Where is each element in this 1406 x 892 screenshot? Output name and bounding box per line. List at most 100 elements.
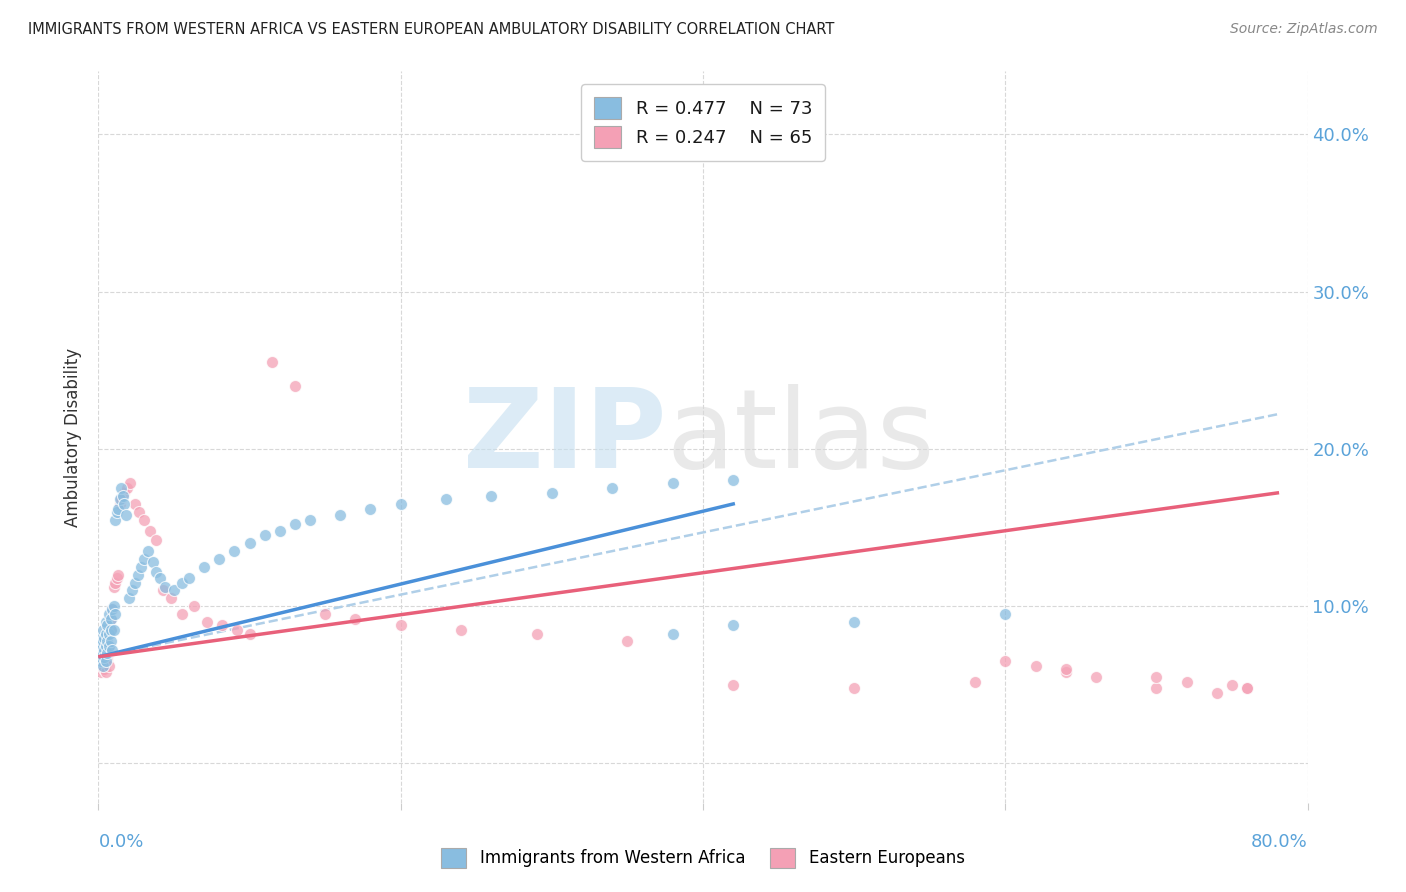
Point	[269, 524, 291, 538]
Point	[89, 649, 111, 664]
Text: atlas: atlas	[666, 384, 935, 491]
Point	[208, 552, 231, 566]
Point	[844, 681, 866, 695]
Point	[98, 639, 121, 653]
Point	[723, 618, 745, 632]
Point	[481, 489, 503, 503]
Point	[132, 513, 155, 527]
Point	[93, 662, 115, 676]
Point	[101, 602, 124, 616]
Point	[120, 476, 142, 491]
Point	[127, 567, 149, 582]
Point	[112, 497, 135, 511]
Point	[94, 643, 117, 657]
Point	[239, 536, 262, 550]
Point	[195, 615, 218, 629]
Point	[163, 583, 186, 598]
Point	[142, 555, 165, 569]
Point	[91, 623, 114, 637]
Point	[91, 643, 114, 657]
Point	[96, 646, 118, 660]
Point	[129, 559, 152, 574]
Point	[91, 659, 114, 673]
Point	[96, 649, 118, 664]
Point	[98, 627, 121, 641]
Point	[108, 497, 131, 511]
Point	[104, 575, 127, 590]
Point	[160, 591, 183, 606]
Point	[1024, 659, 1046, 673]
Point	[108, 492, 131, 507]
Point	[111, 489, 134, 503]
Y-axis label: Ambulatory Disability: Ambulatory Disability	[65, 348, 83, 526]
Point	[104, 607, 127, 621]
Point	[94, 615, 117, 629]
Point	[128, 505, 150, 519]
Point	[239, 627, 262, 641]
Point	[149, 571, 172, 585]
Point	[1175, 674, 1198, 689]
Point	[723, 678, 745, 692]
Point	[211, 618, 233, 632]
Point	[96, 633, 118, 648]
Point	[105, 505, 128, 519]
Point	[179, 571, 201, 585]
Point	[107, 567, 129, 582]
Point	[152, 583, 174, 598]
Point	[90, 659, 112, 673]
Point	[284, 517, 307, 532]
Text: 0.0%: 0.0%	[98, 833, 143, 851]
Point	[93, 631, 115, 645]
Point	[94, 654, 117, 668]
Point	[193, 559, 215, 574]
Legend: Immigrants from Western Africa, Eastern Europeans: Immigrants from Western Africa, Eastern …	[434, 841, 972, 875]
Point	[100, 623, 122, 637]
Point	[1220, 678, 1243, 692]
Point	[93, 643, 115, 657]
Point	[314, 607, 336, 621]
Point	[124, 497, 146, 511]
Point	[1144, 670, 1167, 684]
Point	[94, 639, 117, 653]
Point	[132, 552, 155, 566]
Point	[124, 575, 146, 590]
Point	[114, 508, 136, 522]
Point	[98, 659, 121, 673]
Point	[91, 633, 114, 648]
Point	[1085, 670, 1108, 684]
Point	[89, 643, 111, 657]
Point	[224, 544, 246, 558]
Point	[91, 646, 114, 660]
Point	[110, 481, 132, 495]
Point	[262, 355, 284, 369]
Point	[434, 492, 457, 507]
Point	[101, 602, 124, 616]
Point	[100, 633, 122, 648]
Point	[103, 599, 125, 614]
Point	[1144, 681, 1167, 695]
Point	[1236, 681, 1258, 695]
Point	[90, 665, 112, 680]
Point	[723, 473, 745, 487]
Point	[94, 627, 117, 641]
Point	[360, 501, 382, 516]
Point	[91, 649, 114, 664]
Text: IMMIGRANTS FROM WESTERN AFRICA VS EASTERN EUROPEAN AMBULATORY DISABILITY CORRELA: IMMIGRANTS FROM WESTERN AFRICA VS EASTER…	[28, 22, 835, 37]
Point	[616, 633, 638, 648]
Point	[89, 646, 111, 660]
Point	[1206, 686, 1229, 700]
Point	[994, 654, 1017, 668]
Point	[107, 501, 129, 516]
Point	[118, 591, 141, 606]
Text: ZIP: ZIP	[464, 384, 666, 491]
Point	[139, 524, 162, 538]
Point	[96, 654, 118, 668]
Point	[115, 481, 138, 495]
Point	[661, 476, 683, 491]
Point	[136, 544, 159, 558]
Point	[450, 623, 472, 637]
Point	[96, 618, 118, 632]
Point	[103, 580, 125, 594]
Point	[105, 571, 128, 585]
Point	[540, 486, 562, 500]
